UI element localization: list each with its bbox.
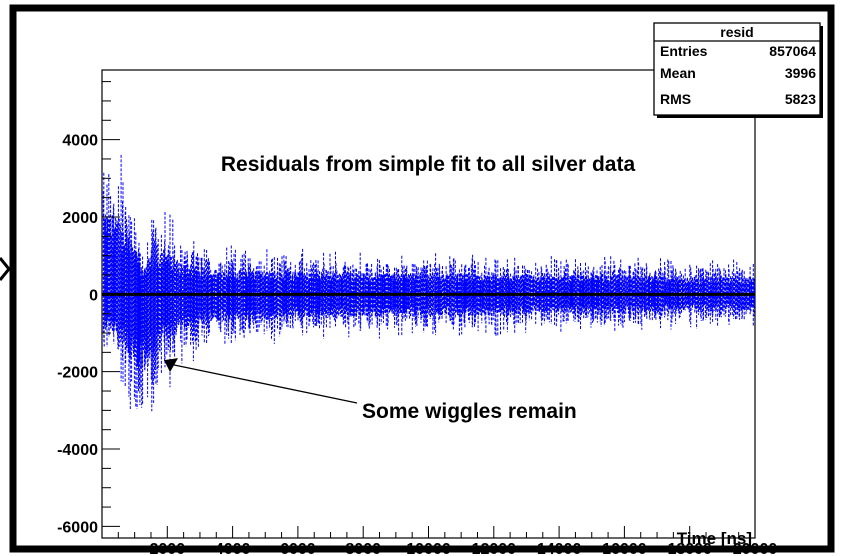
annotation-text: Some wiggles remain	[362, 400, 577, 423]
y-axis: 4000 2000 0 -2000 -4000 -6000	[57, 81, 120, 536]
x-tick-label: 10000	[406, 541, 451, 556]
y-tick-label: -4000	[57, 442, 98, 459]
x-tick-label: 18000	[667, 541, 712, 556]
stats-box-title: resid	[720, 24, 753, 40]
stats-box-frame	[653, 22, 821, 116]
x-axis: 2000 4000 6000 8000 10000 12000 14000 16000 1800…	[117, 526, 778, 556]
y-tick-label: -6000	[57, 519, 98, 536]
x-tick-label: 4000	[215, 541, 251, 556]
x-tick-label: 14000	[537, 541, 582, 556]
y-tick-label: 2000	[62, 210, 98, 227]
y-tick-label: 0	[89, 287, 98, 304]
y-tick-label: -2000	[57, 365, 98, 382]
stats-mean-label: Mean	[660, 65, 696, 81]
stats-box: resid Entries 857064 Mean 3996 RMS 5823	[653, 22, 823, 118]
x-tick-label: 16000	[602, 541, 647, 556]
x-tick-label: 12000	[472, 541, 517, 556]
x-axis-label: Time [ns]	[677, 529, 752, 548]
stats-mean-value: 3996	[785, 65, 816, 81]
chart-title: Residuals from simple fit to all silver …	[221, 153, 636, 176]
annotation-arrowhead	[164, 358, 179, 373]
x-tick-label: 2000	[150, 541, 186, 556]
stats-entries-label: Entries	[660, 43, 708, 59]
x-tick-label: 8000	[345, 541, 381, 556]
annotation-arrow	[169, 363, 358, 404]
stats-entries-value: 857064	[769, 43, 816, 59]
x-tick-label: 20000	[733, 541, 778, 556]
stats-rms-value: 5823	[785, 91, 816, 107]
y-tick-label: 4000	[62, 133, 98, 150]
x-tick-label: 6000	[280, 541, 316, 556]
stats-rms-label: RMS	[660, 91, 691, 107]
edge-chevron-icon	[0, 257, 11, 281]
